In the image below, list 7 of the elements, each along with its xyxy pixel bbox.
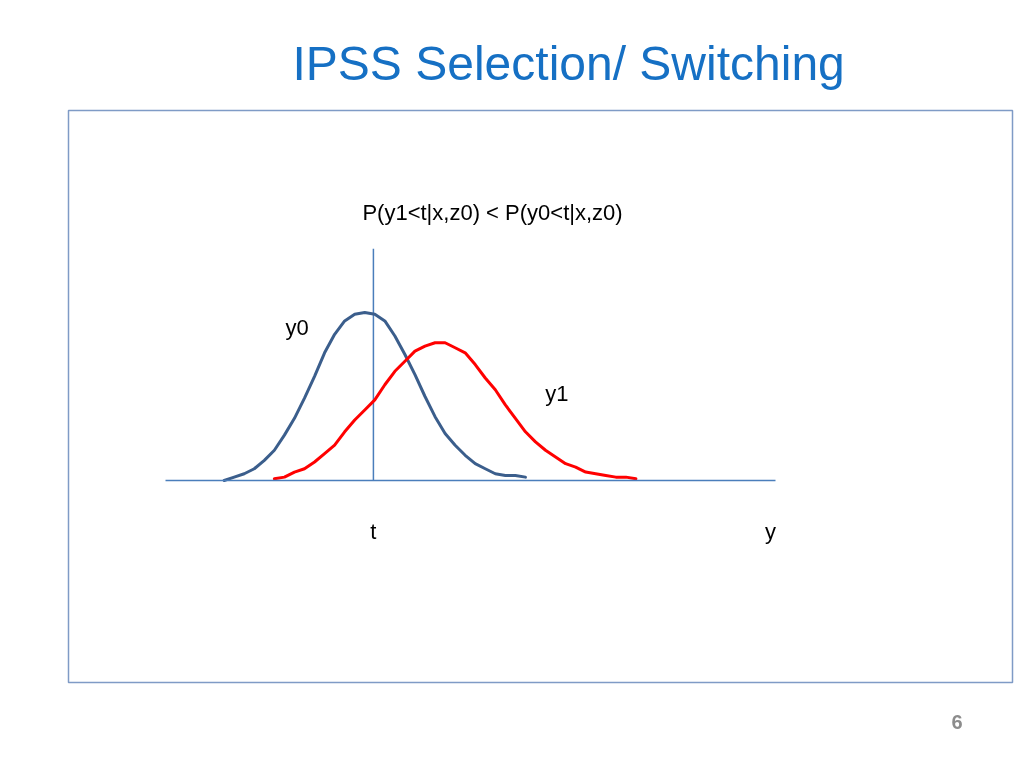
- text: 6: [951, 710, 963, 733]
- series-label: y1: [545, 381, 569, 407]
- x-axis-title: y: [765, 518, 777, 544]
- text: t: [370, 518, 377, 544]
- text: P(y1<t|x,z0) < P(y0<t|x,z0): [362, 199, 623, 225]
- series-label: y0: [285, 314, 309, 340]
- chart-title: IPSS Selection/ Switching: [292, 36, 845, 90]
